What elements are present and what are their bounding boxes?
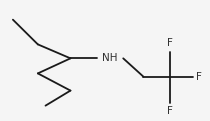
Text: NH: NH xyxy=(102,53,118,63)
Text: F: F xyxy=(167,106,173,116)
Text: F: F xyxy=(196,72,202,82)
Text: F: F xyxy=(167,38,173,48)
